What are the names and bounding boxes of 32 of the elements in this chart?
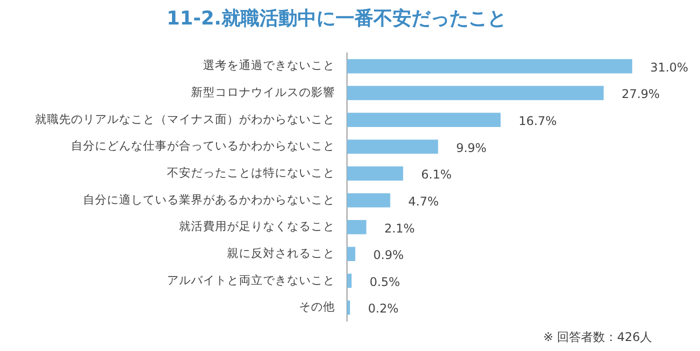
y-tick-label: 不安だったことは特にないこと <box>167 166 335 180</box>
y-tick-label: その他 <box>299 300 335 314</box>
y-tick-label: 自分に適している業界があるかわからないこと <box>83 192 335 206</box>
data-label: 0.9% <box>373 248 404 262</box>
bar <box>347 140 438 154</box>
bar <box>347 86 604 100</box>
y-tick-label: 就活費用が足りなくなること <box>179 219 335 234</box>
y-tick-label: 選考を通過できないこと <box>203 58 335 72</box>
data-label: 9.9% <box>456 140 487 155</box>
bar <box>347 59 632 74</box>
y-tick-label: 自分にどんな仕事が合っているかわからないこと <box>71 138 335 153</box>
data-label: 27.9% <box>622 87 660 102</box>
data-label: 16.7% <box>518 114 557 128</box>
bar <box>347 246 356 262</box>
data-label: 2.1% <box>384 221 415 236</box>
bar <box>347 300 350 315</box>
y-tick-label: 就職先のリアルなこと（マイナス面）がわからないこと <box>35 112 335 126</box>
data-label: 0.2% <box>368 302 398 316</box>
bar <box>347 274 352 288</box>
y-tick-label: アルバイトと両立できないこと <box>167 272 335 287</box>
chart-title: 11-2.就職活動中に一番不安だったこと <box>166 7 506 30</box>
bar <box>347 193 390 208</box>
data-label: 6.1% <box>421 168 452 182</box>
bar <box>347 166 404 181</box>
bar <box>347 220 366 234</box>
data-label: 0.5% <box>370 274 400 289</box>
text: ※ 回答者数：426人 <box>543 330 652 344</box>
y-tick-label: 親に反対されること <box>227 246 335 260</box>
y-tick-label: 新型コロナウイルスの影響 <box>191 85 335 100</box>
bar <box>347 112 501 127</box>
data-label: 31.0% <box>650 60 688 74</box>
data-label: 4.7% <box>408 194 439 208</box>
